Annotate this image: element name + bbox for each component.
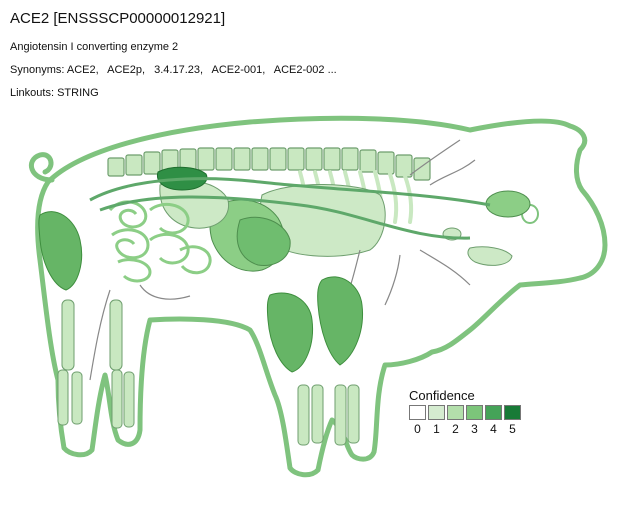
aorta xyxy=(99,195,471,240)
intestine-loop xyxy=(111,228,150,260)
linkouts-row: Linkouts: STRING xyxy=(10,87,99,99)
nerves xyxy=(89,139,476,381)
nerve xyxy=(409,139,461,176)
vertebra xyxy=(269,147,287,171)
bone xyxy=(71,371,83,425)
vertebra xyxy=(287,147,305,171)
vertebra xyxy=(125,154,143,176)
nerve xyxy=(89,289,111,381)
bone xyxy=(123,371,135,428)
vertebra xyxy=(305,147,323,171)
upper-arm-muscle xyxy=(266,292,314,373)
tail xyxy=(28,152,55,183)
linkouts-label: Linkouts: xyxy=(10,87,55,99)
bone xyxy=(347,384,360,444)
synonyms-row: Synonyms: ACE2, ACE2p, 3.4.17.23, ACE2-0… xyxy=(10,64,343,76)
synonym-item: ACE2p, xyxy=(107,64,146,76)
legend-swatch-1 xyxy=(428,405,445,420)
vertebra xyxy=(377,151,395,175)
legend-swatch-2 xyxy=(447,405,464,420)
tongue xyxy=(467,246,513,266)
intestine-loop xyxy=(117,258,152,283)
vertebra xyxy=(215,147,233,171)
synonyms-label: Synonyms: xyxy=(10,64,65,76)
protein-description: Angiotensin I converting enzyme 2 xyxy=(10,41,179,53)
spine xyxy=(107,147,431,181)
bone xyxy=(334,384,347,446)
legend-swatch-0 xyxy=(409,405,426,420)
nerve xyxy=(384,254,401,306)
vertebra xyxy=(395,154,413,178)
vertebra xyxy=(413,157,431,181)
body-outline xyxy=(35,115,608,478)
page-title: ACE2 [ENSSSCP00000012921] xyxy=(10,10,226,27)
shoulder-muscle xyxy=(317,276,364,366)
legend-levels: 0 1 2 3 4 5 xyxy=(409,422,521,436)
bone xyxy=(111,369,123,429)
legend-level-3: 3 xyxy=(471,422,478,436)
synonym-item: ACE2-001, xyxy=(211,64,266,76)
vertebra xyxy=(197,147,215,171)
synonym-item: ACE2-002 ... xyxy=(273,64,337,76)
vertebra xyxy=(341,147,359,171)
synonym-item: ACE2, xyxy=(66,64,99,76)
legend-level-2: 2 xyxy=(452,422,459,436)
thigh-muscle xyxy=(38,211,83,291)
synonym-item: 3.4.17.23, xyxy=(154,64,204,76)
leg-bones xyxy=(57,299,360,446)
nerve xyxy=(429,159,476,186)
bone xyxy=(109,299,123,371)
nerve xyxy=(139,284,191,300)
string-link[interactable]: STRING xyxy=(57,87,99,99)
legend-swatches xyxy=(409,405,521,420)
heart xyxy=(236,216,291,267)
bone xyxy=(297,384,310,446)
legend-level-0: 0 xyxy=(414,422,421,436)
bone xyxy=(57,369,69,426)
rib xyxy=(403,174,414,224)
legend-swatch-4 xyxy=(485,405,502,420)
intestine-loop xyxy=(149,202,190,235)
intestine-loop xyxy=(179,245,212,275)
vertebra xyxy=(323,147,341,171)
legend-level-4: 4 xyxy=(490,422,497,436)
legend-level-5: 5 xyxy=(509,422,516,436)
legend-level-1: 1 xyxy=(433,422,440,436)
legend-title: Confidence xyxy=(409,388,475,403)
bone xyxy=(311,384,324,444)
legend-swatch-3 xyxy=(466,405,483,420)
vertebra xyxy=(107,157,125,177)
spinal-cord xyxy=(89,177,491,207)
nerve xyxy=(419,249,471,286)
bone xyxy=(61,299,75,371)
vertebra xyxy=(233,147,251,171)
vertebra xyxy=(359,149,377,173)
vertebra xyxy=(251,147,269,171)
confidence-legend: Confidence 0 1 2 3 4 5 xyxy=(409,388,521,436)
legend-swatch-5 xyxy=(504,405,521,420)
brain xyxy=(485,190,531,218)
rib xyxy=(388,172,399,224)
vertebra xyxy=(143,151,161,175)
